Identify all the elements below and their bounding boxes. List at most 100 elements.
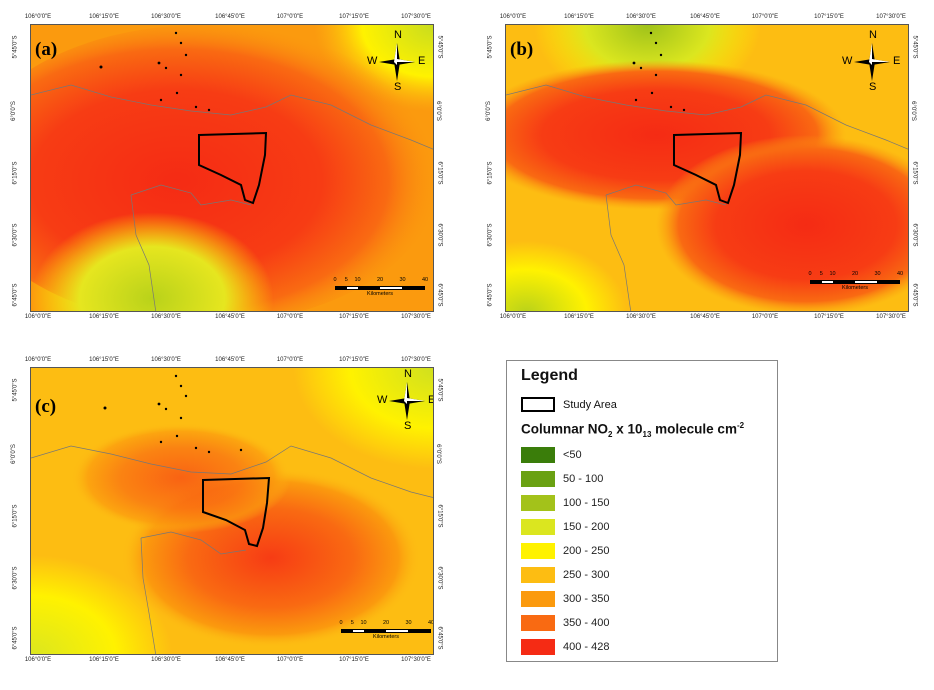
- lat-tick-left: 6°30'0"S: [487, 223, 494, 247]
- lat-tick-right: 6°0'0"S: [434, 101, 441, 121]
- lat-tick-left: 6°45'0"S: [487, 283, 494, 307]
- scalebar-bar: [341, 629, 431, 633]
- lon-tick-bottom: 107°0'0"E: [751, 314, 779, 320]
- compass-e: E: [418, 55, 426, 67]
- lat-tick-right: 6°0'0"S: [434, 444, 441, 464]
- legend-class-label: 50 - 100: [563, 473, 604, 485]
- lat-tick-left: 6°45'0"S: [12, 626, 19, 650]
- lat-tick-left: 5°45'0"S: [12, 378, 19, 402]
- lon-tick-top: 107°30'0"E: [876, 14, 906, 20]
- legend-title: Legend: [521, 367, 578, 384]
- lat-tick-left: 6°0'0"S: [10, 444, 17, 464]
- lon-tick-top: 107°0'0"E: [276, 14, 304, 20]
- legend-swatch: [521, 639, 555, 655]
- scalebar-numbers: 0 5 10 20 30 40: [339, 620, 433, 628]
- lon-tick-top: 106°45'0"E: [690, 14, 720, 20]
- scalebar-tick: 10: [354, 277, 361, 283]
- lon-tick-top: 106°45'0"E: [215, 14, 245, 20]
- lat-tick-right: 6°30'0"S: [911, 223, 918, 247]
- panel-label-b: (b): [510, 39, 534, 60]
- legend-class-label: 350 - 400: [563, 617, 610, 629]
- lat-tick-left: 6°15'0"S: [12, 161, 19, 185]
- legend-swatch: [521, 615, 555, 631]
- scalebar-tick: 0: [333, 277, 337, 283]
- lon-tick-top: 107°30'0"E: [401, 14, 431, 20]
- compass-a: N S W E: [367, 29, 427, 93]
- scalebar-tick: 0: [808, 271, 812, 277]
- lat-tick-left: 5°45'0"S: [12, 35, 19, 59]
- scalebar-numbers: 0 5 10 20 30 40: [808, 271, 903, 279]
- lat-tick-right: 5°45'0"S: [436, 35, 443, 59]
- legend-class-label: 150 - 200: [563, 521, 610, 533]
- lon-tick-bottom: 106°0'0"E: [499, 314, 527, 320]
- map-panel-a: (a) N S W E 0 5 10 20 30 40 Kilometers 106°0'0…: [0, 0, 460, 330]
- north-arrow-icon: [389, 382, 425, 420]
- lon-tick-top: 106°30'0"E: [151, 14, 181, 20]
- lon-tick-bottom: 106°30'0"E: [626, 314, 656, 320]
- lat-tick-right: 6°30'0"S: [436, 223, 443, 247]
- scalebar-unit: Kilometers: [842, 285, 868, 291]
- lon-tick-top: 106°0'0"E: [24, 357, 52, 363]
- scalebar-tick: 30: [399, 277, 406, 283]
- legend-swatch: [521, 591, 555, 607]
- lon-tick-top: 106°15'0"E: [89, 357, 119, 363]
- lon-tick-top: 106°30'0"E: [151, 357, 181, 363]
- compass-e: E: [893, 55, 901, 67]
- lon-tick-top: 107°15'0"E: [339, 357, 369, 363]
- scalebar-tick: 20: [382, 620, 390, 626]
- scalebar-b: 0 5 10 20 30 40 Kilometers: [808, 271, 903, 293]
- heatmap-c: [31, 368, 433, 654]
- lat-tick-right: 5°45'0"S: [911, 35, 918, 59]
- lon-tick-bottom: 106°30'0"E: [151, 314, 181, 320]
- lon-tick-bottom: 107°15'0"E: [814, 314, 844, 320]
- scalebar-tick: 20: [851, 271, 859, 277]
- lon-tick-top: 107°30'0"E: [401, 357, 431, 363]
- compass-w: W: [377, 394, 388, 406]
- legend: Legend Study Area Columnar NO2 x 1013 mo…: [506, 360, 778, 662]
- map-b: (b) N S W E 0 5 10 20 30 40 Kilometers: [505, 24, 909, 312]
- heatmap-a: [31, 25, 433, 311]
- lon-tick-bottom: 106°15'0"E: [89, 657, 119, 663]
- legend-class-label: 200 - 250: [563, 545, 610, 557]
- scalebar-unit: Kilometers: [367, 291, 393, 297]
- compass-n: N: [394, 29, 402, 41]
- legend-variable-title: Columnar NO2 x 1013 molecule cm-2: [521, 421, 745, 440]
- scalebar-tick: 5: [350, 620, 354, 626]
- lat-tick-left: 5°45'0"S: [487, 35, 494, 59]
- lat-tick-right: 6°45'0"S: [436, 626, 443, 650]
- lon-tick-top: 106°0'0"E: [499, 14, 527, 20]
- legend-swatch: [521, 495, 555, 511]
- scalebar-bar: [335, 286, 425, 290]
- lon-tick-top: 106°0'0"E: [24, 14, 52, 20]
- map-a: (a) N S W E 0 5 10 20 30 40 Kilometers: [30, 24, 434, 312]
- lon-tick-bottom: 107°0'0"E: [276, 314, 304, 320]
- legend-swatch: [521, 519, 555, 535]
- legend-class-label: 100 - 150: [563, 497, 610, 509]
- lat-tick-right: 5°45'0"S: [436, 378, 443, 402]
- lat-tick-left: 6°15'0"S: [487, 161, 494, 185]
- lon-tick-bottom: 107°30'0"E: [876, 314, 906, 320]
- lon-tick-bottom: 106°0'0"E: [24, 314, 52, 320]
- compass-n: N: [404, 368, 412, 380]
- compass-s: S: [394, 81, 402, 93]
- lon-tick-bottom: 107°0'0"E: [276, 657, 304, 663]
- lon-tick-top: 107°0'0"E: [751, 14, 779, 20]
- lon-tick-bottom: 106°45'0"E: [690, 314, 720, 320]
- lat-tick-right: 6°15'0"S: [436, 504, 443, 528]
- lat-tick-left: 6°30'0"S: [12, 223, 19, 247]
- lat-tick-left: 6°0'0"S: [485, 101, 492, 121]
- scalebar-tick: 40: [421, 277, 429, 283]
- legend-swatch: [521, 567, 555, 583]
- lon-tick-top: 106°15'0"E: [564, 14, 594, 20]
- lon-tick-top: 106°30'0"E: [626, 14, 656, 20]
- scalebar-tick: 10: [360, 620, 367, 626]
- map-panel-b: (b) N S W E 0 5 10 20 30 40 Kilometers 106°0'0…: [475, 0, 934, 330]
- north-arrow-icon: [854, 43, 890, 81]
- study-area-swatch: [521, 397, 555, 412]
- lat-tick-left: 6°30'0"S: [12, 566, 19, 590]
- legend-class-label: 300 - 350: [563, 593, 610, 605]
- lon-tick-bottom: 107°15'0"E: [339, 657, 369, 663]
- lat-tick-right: 6°45'0"S: [911, 283, 918, 307]
- map-c: (c) N S W E 0 5 10 20 30 40 Kilometers: [30, 367, 434, 655]
- compass-e: E: [428, 394, 433, 406]
